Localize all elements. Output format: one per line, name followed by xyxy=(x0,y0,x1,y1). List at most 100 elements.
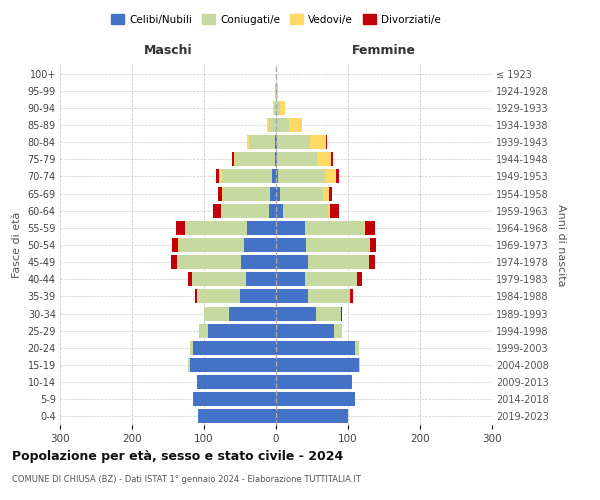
Bar xyxy=(276,84,277,98)
Bar xyxy=(275,84,276,98)
Bar xyxy=(278,170,325,183)
Bar xyxy=(330,204,338,218)
Bar xyxy=(247,135,250,149)
Bar xyxy=(370,238,376,252)
Bar xyxy=(356,272,362,286)
Bar xyxy=(276,170,278,183)
Bar xyxy=(276,306,316,320)
Text: COMUNE DI CHIUSA (BZ) - Dati ISTAT 1° gennaio 2024 - Elaborazione TUTTITALIA.IT: COMUNE DI CHIUSA (BZ) - Dati ISTAT 1° ge… xyxy=(12,475,361,484)
Bar xyxy=(250,135,275,149)
Y-axis label: Anni di nascita: Anni di nascita xyxy=(556,204,566,286)
Bar xyxy=(269,204,276,218)
Bar xyxy=(193,392,276,406)
Bar xyxy=(269,118,276,132)
Bar xyxy=(325,170,336,183)
Bar xyxy=(276,272,305,286)
Bar xyxy=(276,101,280,115)
Bar xyxy=(336,170,338,183)
Bar xyxy=(214,204,221,218)
Bar xyxy=(204,306,229,320)
Bar xyxy=(276,186,280,200)
Bar xyxy=(276,324,334,338)
Legend: Celibi/Nubili, Coniugati/e, Vedovi/e, Divorziati/e: Celibi/Nubili, Coniugati/e, Vedovi/e, Di… xyxy=(107,10,445,29)
Bar xyxy=(176,255,241,269)
Bar xyxy=(185,221,186,235)
Bar xyxy=(280,186,323,200)
Bar xyxy=(276,410,348,424)
Bar xyxy=(233,152,235,166)
Bar xyxy=(241,255,276,269)
Bar xyxy=(305,272,356,286)
Bar xyxy=(222,204,269,218)
Bar xyxy=(317,152,331,166)
Bar xyxy=(178,238,179,252)
Bar xyxy=(323,186,329,200)
Bar xyxy=(232,152,233,166)
Text: Maschi: Maschi xyxy=(143,44,193,58)
Bar xyxy=(359,358,360,372)
Bar xyxy=(276,255,308,269)
Bar xyxy=(308,255,369,269)
Bar xyxy=(221,204,222,218)
Bar xyxy=(196,290,197,304)
Bar xyxy=(350,290,353,304)
Bar xyxy=(275,152,276,166)
Bar xyxy=(270,186,276,200)
Bar xyxy=(222,186,223,200)
Bar xyxy=(331,152,333,166)
Bar xyxy=(276,204,283,218)
Bar xyxy=(276,221,305,235)
Bar xyxy=(329,186,332,200)
Bar xyxy=(316,306,341,320)
Bar xyxy=(192,272,246,286)
Bar xyxy=(277,135,310,149)
Bar xyxy=(364,221,365,235)
Y-axis label: Fasce di età: Fasce di età xyxy=(12,212,22,278)
Bar xyxy=(219,170,222,183)
Bar xyxy=(328,204,330,218)
Bar xyxy=(208,324,276,338)
Bar xyxy=(334,324,342,338)
Bar xyxy=(273,101,274,115)
Bar xyxy=(355,341,359,355)
Bar xyxy=(266,118,269,132)
Bar xyxy=(310,135,326,149)
Bar xyxy=(365,221,376,235)
Bar xyxy=(244,238,276,252)
Bar xyxy=(172,238,178,252)
Bar xyxy=(306,238,370,252)
Bar xyxy=(197,375,276,389)
Bar xyxy=(176,221,185,235)
Bar xyxy=(305,221,364,235)
Bar xyxy=(326,135,327,149)
Bar xyxy=(280,101,286,115)
Bar xyxy=(179,238,244,252)
Bar xyxy=(276,152,277,166)
Bar xyxy=(198,410,276,424)
Bar xyxy=(272,170,276,183)
Bar xyxy=(276,118,289,132)
Bar xyxy=(276,290,308,304)
Bar xyxy=(277,152,317,166)
Bar xyxy=(276,375,352,389)
Bar xyxy=(229,306,276,320)
Bar xyxy=(199,324,208,338)
Bar xyxy=(235,152,275,166)
Bar xyxy=(222,170,272,183)
Bar xyxy=(218,186,222,200)
Bar xyxy=(276,392,355,406)
Bar xyxy=(197,290,240,304)
Bar xyxy=(308,290,350,304)
Bar xyxy=(186,221,247,235)
Bar xyxy=(276,358,359,372)
Bar xyxy=(289,118,302,132)
Bar xyxy=(193,341,276,355)
Text: Popolazione per età, sesso e stato civile - 2024: Popolazione per età, sesso e stato civil… xyxy=(12,450,343,463)
Bar xyxy=(188,272,192,286)
Bar xyxy=(275,135,276,149)
Bar xyxy=(369,255,374,269)
Bar xyxy=(190,341,193,355)
Bar xyxy=(190,358,276,372)
Bar xyxy=(247,221,276,235)
Bar xyxy=(283,204,328,218)
